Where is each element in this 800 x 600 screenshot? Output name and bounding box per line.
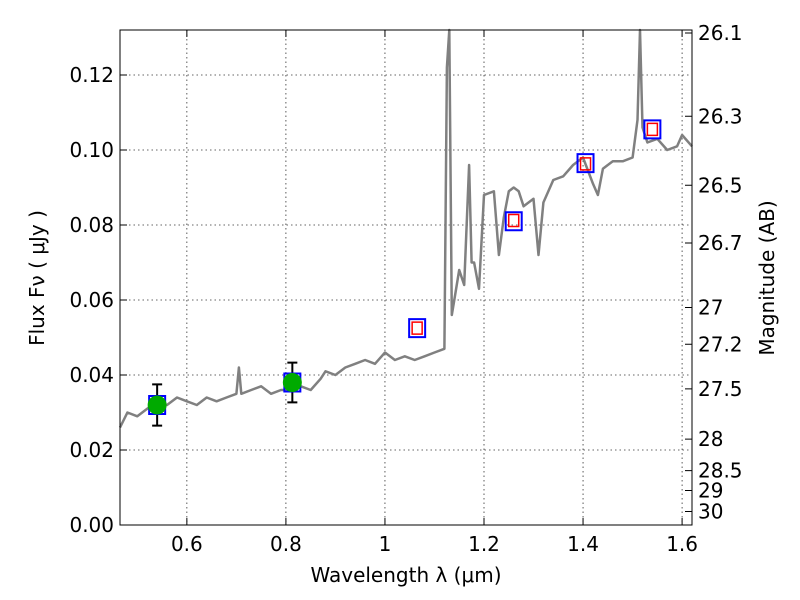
photometry-markers <box>147 119 662 427</box>
y2-tick-label: 27.5 <box>698 377 743 401</box>
x-tick-label: 0.6 <box>171 532 203 556</box>
observed-flux-point <box>147 395 167 415</box>
model-photometry-square <box>504 211 523 232</box>
y2-tick-label: 26.5 <box>698 173 743 197</box>
y-tick-label: 0.06 <box>69 288 114 312</box>
y2-tick-label: 28.5 <box>698 459 743 483</box>
x-tick-label: 1 <box>379 532 392 556</box>
y-tick-label: 0.02 <box>69 438 114 462</box>
x-tick-label: 1.2 <box>468 532 500 556</box>
y-tick-label: 0.00 <box>69 513 114 537</box>
model-photometry-square <box>643 119 662 140</box>
x-tick-label: 0.8 <box>270 532 302 556</box>
x-tick-label: 1.6 <box>666 532 698 556</box>
y2-tick-label: 28 <box>698 427 723 451</box>
x-tick-label: 1.4 <box>567 532 599 556</box>
y2-tick-label: 30 <box>698 500 723 524</box>
upper-limit-marker <box>646 122 659 137</box>
upper-limit-marker <box>579 157 592 171</box>
upper-limit-marker <box>411 321 423 335</box>
y2-tick-label: 27.2 <box>698 332 743 356</box>
y2-tick-label: 29 <box>698 479 723 503</box>
spectrum <box>118 28 693 429</box>
y-tick-label: 0.12 <box>69 63 114 87</box>
y-tick-label: 0.04 <box>69 363 114 387</box>
upper-limit-marker <box>507 213 520 228</box>
axis-ticks: 0.6 0.8 1 1.2 1.4 1.6 0.00 0.02 0.04 0.06 0.08 0.10… <box>69 21 742 556</box>
y-tick-label: 0.10 <box>69 138 114 162</box>
model-photometry-square <box>576 153 595 174</box>
grid <box>120 30 692 526</box>
spectrum-line <box>118 28 693 429</box>
plot-frame <box>119 29 693 526</box>
y2-tick-label: 26.3 <box>698 104 743 128</box>
y-axis-label: Flux Fν ( μJy ) <box>25 210 49 346</box>
y2-axis-label: Magnitude (AB) <box>755 200 779 355</box>
y2-tick-label: 27 <box>698 296 723 320</box>
y-tick-label: 0.08 <box>69 213 114 237</box>
observed-flux-point <box>282 373 302 392</box>
x-axis-label: Wavelength λ (μm) <box>310 563 501 587</box>
model-photometry-square <box>408 318 427 339</box>
y2-tick-label: 26.7 <box>698 231 743 255</box>
y2-tick-label: 26.1 <box>698 21 743 45</box>
